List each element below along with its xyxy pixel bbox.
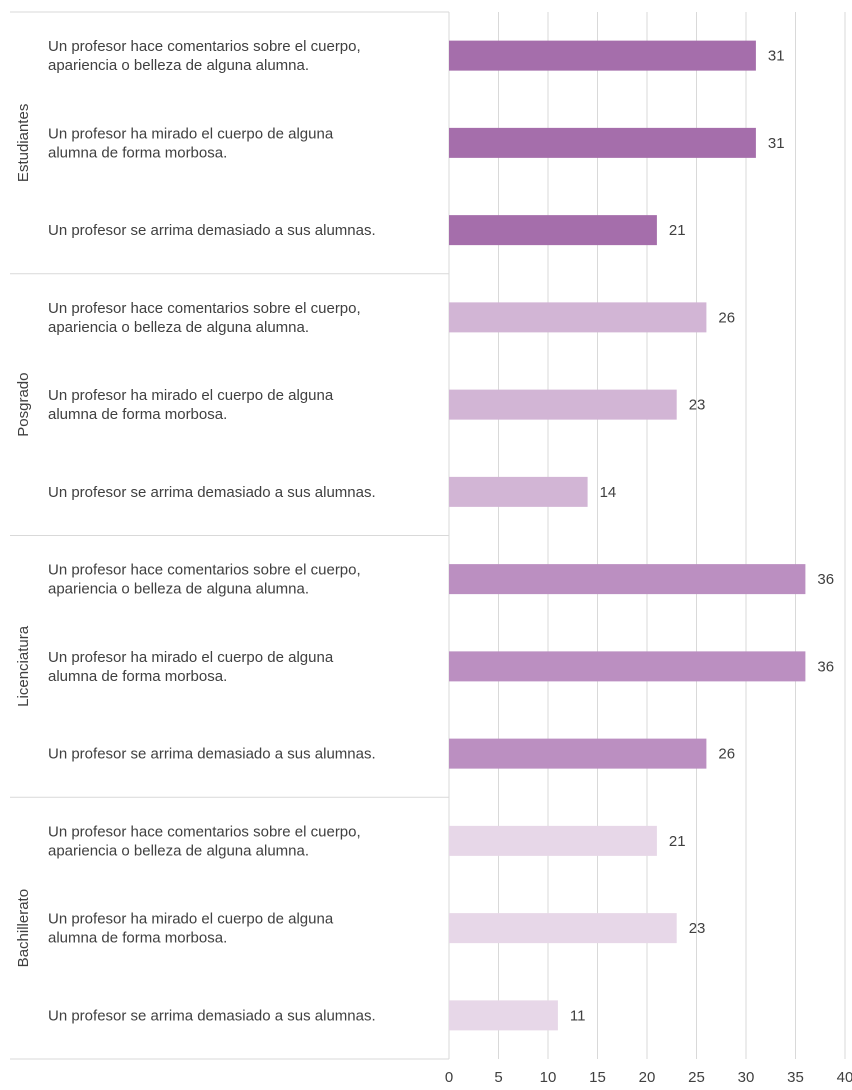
x-tick-label: 25 — [688, 1069, 705, 1086]
category-label: Un profesor hace comentarios sobre el cu… — [48, 823, 361, 840]
data-label: 26 — [718, 746, 735, 763]
bar — [449, 738, 707, 769]
data-label: 21 — [669, 833, 686, 850]
category-label: apariencia o belleza de alguna alumna. — [48, 319, 309, 336]
bar — [449, 913, 677, 944]
category-label: alumna de forma morbosa. — [48, 668, 227, 685]
bar — [449, 40, 756, 71]
bar — [449, 215, 657, 246]
bar — [449, 127, 756, 158]
category-label: Un profesor ha mirado el cuerpo de algun… — [48, 387, 334, 404]
category-label: Un profesor se arrima demasiado a sus al… — [48, 484, 376, 501]
data-label: 36 — [817, 658, 834, 675]
x-tick-label: 35 — [787, 1069, 804, 1086]
x-tick-label: 5 — [494, 1069, 502, 1086]
data-label: 36 — [817, 571, 834, 588]
data-label: 21 — [669, 222, 686, 239]
data-label: 11 — [570, 1007, 586, 1024]
category-label: Un profesor ha mirado el cuerpo de algun… — [48, 125, 334, 142]
x-tick-label: 15 — [589, 1069, 606, 1086]
category-label: Un profesor se arrima demasiado a sus al… — [48, 746, 376, 763]
category-label: alumna de forma morbosa. — [48, 406, 227, 423]
bar — [449, 564, 806, 595]
data-label: 23 — [689, 920, 706, 937]
data-label: 26 — [718, 309, 735, 326]
bar — [449, 476, 588, 507]
group-label: Licenciatura — [15, 625, 32, 707]
category-label: apariencia o belleza de alguna alumna. — [48, 57, 309, 74]
category-label: alumna de forma morbosa. — [48, 930, 227, 947]
category-label: apariencia o belleza de alguna alumna. — [48, 581, 309, 598]
category-label: alumna de forma morbosa. — [48, 144, 227, 161]
category-label: Un profesor ha mirado el cuerpo de algun… — [48, 911, 334, 928]
bar — [449, 1000, 558, 1031]
x-tick-label: 30 — [738, 1069, 755, 1086]
data-label: 14 — [600, 484, 617, 501]
group-label: Bachillerato — [15, 889, 32, 967]
category-label: Un profesor hace comentarios sobre el cu… — [48, 38, 361, 55]
x-tick-label: 20 — [639, 1069, 656, 1086]
category-label: Un profesor se arrima demasiado a sus al… — [48, 1007, 376, 1024]
category-label: apariencia o belleza de alguna alumna. — [48, 842, 309, 859]
bar — [449, 302, 707, 333]
data-label: 31 — [768, 135, 785, 152]
bar — [449, 651, 806, 682]
bar — [449, 389, 677, 420]
group-label: Posgrado — [15, 373, 32, 437]
category-label: Un profesor hace comentarios sobre el cu… — [48, 562, 361, 579]
x-tick-label: 10 — [540, 1069, 557, 1086]
category-label: Un profesor se arrima demasiado a sus al… — [48, 222, 376, 239]
x-tick-label: 0 — [445, 1069, 453, 1086]
x-tick-label: 40 — [837, 1069, 852, 1086]
category-label: Un profesor ha mirado el cuerpo de algun… — [48, 649, 334, 666]
data-label: 31 — [768, 48, 785, 65]
data-label: 23 — [689, 397, 706, 414]
bar — [449, 825, 657, 856]
category-label: Un profesor hace comentarios sobre el cu… — [48, 300, 361, 317]
group-label: Estudiantes — [15, 104, 32, 182]
